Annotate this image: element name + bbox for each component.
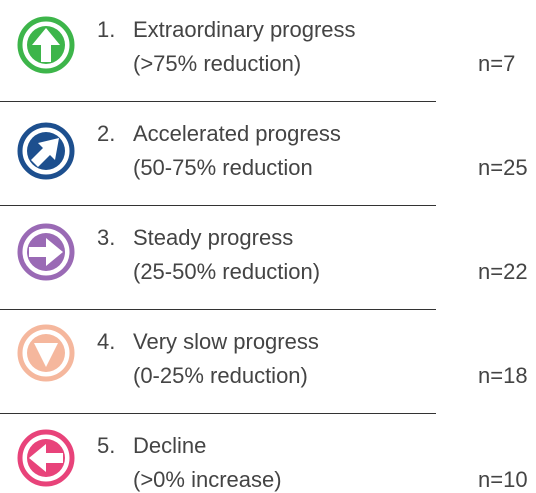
separator [0,309,436,310]
icon-decline [17,429,75,487]
item-label: Decline [133,433,207,458]
item-number: 5. [97,433,116,458]
item-count: n=22 [478,259,528,284]
item-number: 4. [97,329,116,354]
separator [0,205,436,206]
item-label: Accelerated progress [133,121,341,146]
item-range: (0-25% reduction) [133,363,308,388]
icon-steady [17,223,75,281]
item-number: 1. [97,17,116,42]
item-range: (25-50% reduction) [133,259,321,284]
item-range: (>0% increase) [133,467,282,492]
icon-very-slow [17,324,75,382]
item-count: n=25 [478,155,528,180]
icon-accelerated [17,122,75,180]
item-count: n=18 [478,363,528,388]
icon-extraordinary [17,16,75,74]
separator [0,101,436,102]
item-label: Steady progress [133,225,294,250]
item-range: (50-75% reduction [133,155,313,180]
separator [0,413,436,414]
item-label: Extraordinary progress [133,17,356,42]
item-number: 2. [97,121,116,146]
item-label: Very slow progress [133,329,319,354]
icons [17,16,75,487]
item-range: (>75% reduction) [133,51,302,76]
item-count: n=10 [478,467,528,492]
item-number: 3. [97,225,116,250]
item-count: n=7 [478,51,516,76]
